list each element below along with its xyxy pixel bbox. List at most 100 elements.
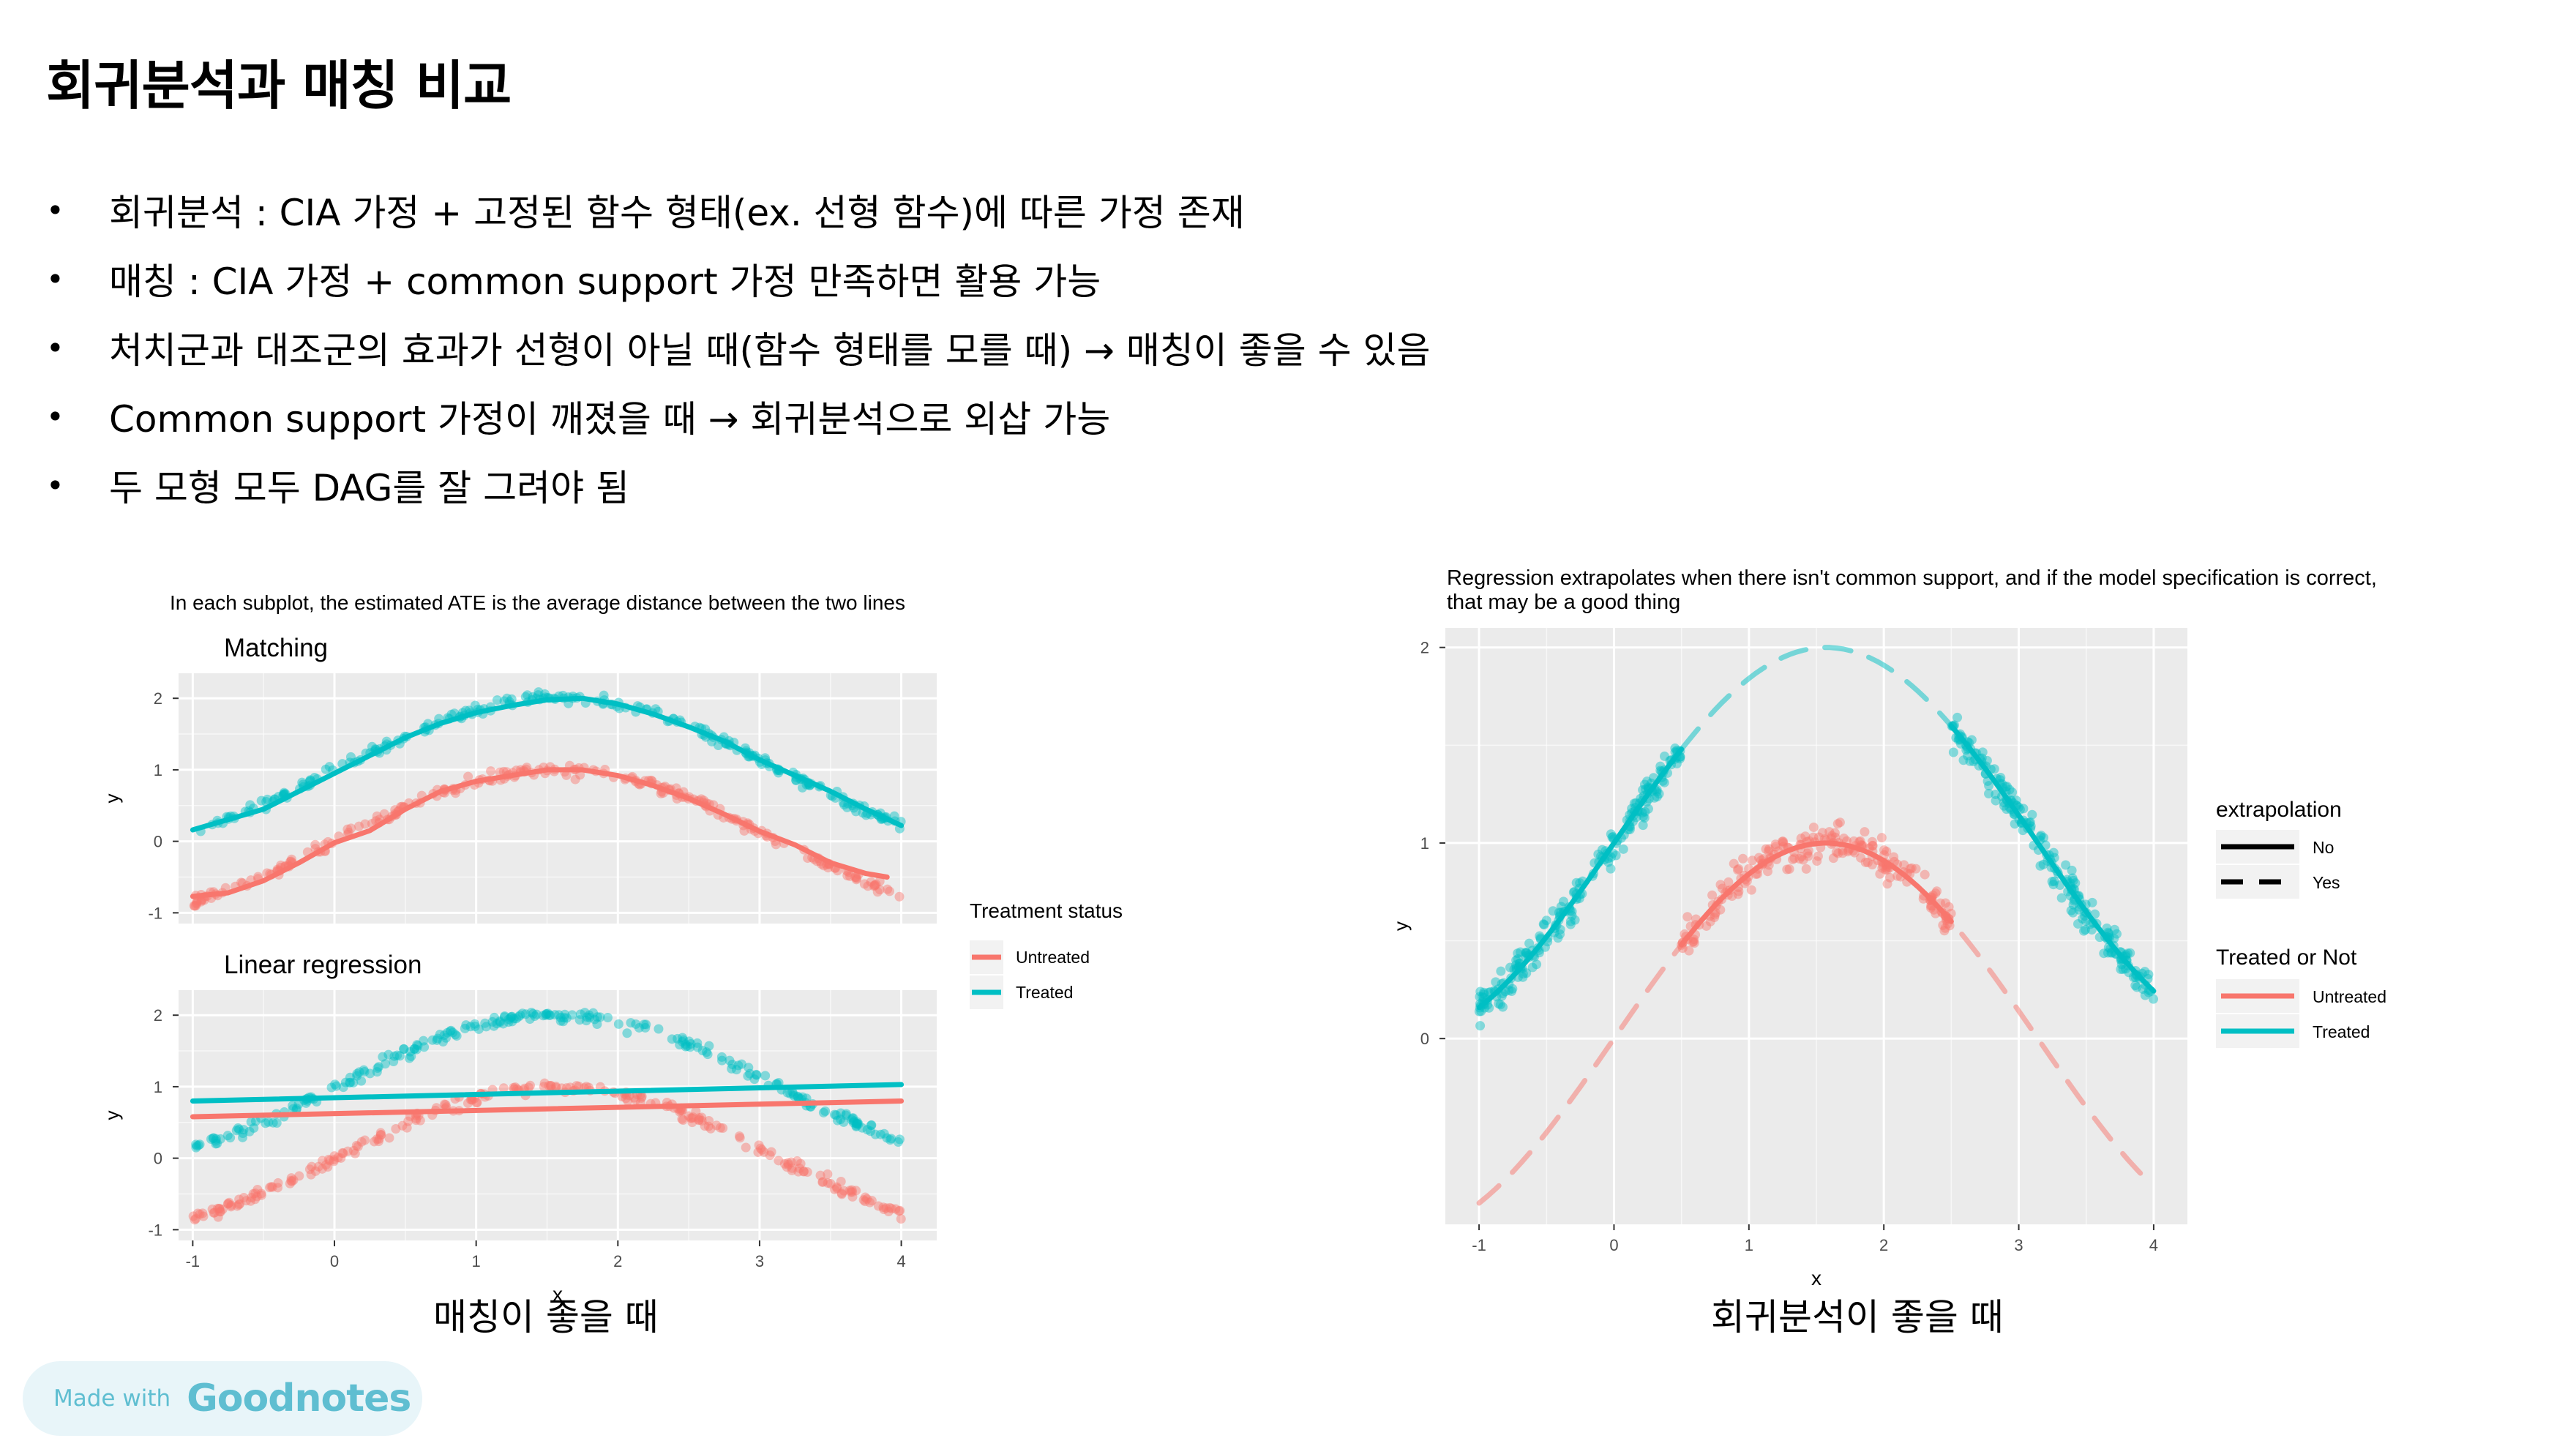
data-point xyxy=(463,771,473,782)
data-point xyxy=(191,1213,201,1224)
legend-title-extrapolation: extrapolation xyxy=(2216,798,2342,822)
data-point xyxy=(842,802,853,812)
data-point xyxy=(252,1191,262,1202)
data-point xyxy=(1511,955,1521,965)
data-point xyxy=(495,1016,505,1026)
data-point xyxy=(450,1030,460,1040)
y-tick-label: 1 xyxy=(154,761,162,779)
data-point xyxy=(894,1206,904,1216)
bullet-glyph: • xyxy=(46,192,64,228)
data-point xyxy=(1906,863,1917,873)
x-axis-label: x xyxy=(553,1283,563,1306)
x-tick-label: 2 xyxy=(1879,1236,1888,1254)
data-point xyxy=(847,1191,858,1202)
data-point xyxy=(595,1012,605,1022)
data-point xyxy=(1516,947,1526,957)
data-point xyxy=(1688,937,1698,947)
data-point xyxy=(550,1082,561,1092)
data-point xyxy=(2002,804,2012,815)
data-point xyxy=(744,1063,754,1073)
data-point xyxy=(211,1139,221,1149)
data-point xyxy=(574,1015,585,1025)
data-point xyxy=(397,1120,408,1131)
data-point xyxy=(321,764,331,774)
data-point xyxy=(1770,842,1781,852)
data-point xyxy=(1508,984,1518,994)
fit-line-treated-right xyxy=(1948,723,2157,994)
data-point xyxy=(1880,864,1890,875)
data-point xyxy=(471,1098,482,1108)
data-point xyxy=(839,1186,849,1196)
data-point xyxy=(1688,936,1699,946)
data-point xyxy=(1524,938,1535,948)
data-point xyxy=(235,1199,245,1209)
data-point xyxy=(1682,912,1693,922)
bullet-item: • 회귀분석 : CIA 가정 + 고정된 함수 형태(ex. 선형 함수)에 따… xyxy=(46,176,1656,244)
data-point xyxy=(574,1081,584,1091)
series-points-treated xyxy=(191,1008,905,1153)
data-point xyxy=(2068,875,2078,886)
data-point xyxy=(1705,916,1715,926)
data-point xyxy=(559,1013,569,1023)
data-point xyxy=(198,1211,209,1221)
data-point xyxy=(684,1036,694,1046)
data-point xyxy=(268,1117,278,1128)
data-point xyxy=(847,1115,857,1125)
fit-line-untreated xyxy=(190,767,890,899)
data-point xyxy=(245,800,255,810)
data-point xyxy=(1835,817,1845,828)
data-point xyxy=(1479,989,1489,1000)
data-point xyxy=(603,1012,613,1022)
data-point xyxy=(195,1209,205,1219)
x-tick-label: -1 xyxy=(1472,1236,1486,1254)
data-point xyxy=(1830,832,1841,842)
y-tick-label: 2 xyxy=(1420,639,1429,657)
data-point xyxy=(866,877,876,887)
data-point xyxy=(753,1147,763,1157)
data-point xyxy=(288,1101,298,1111)
data-point xyxy=(1660,751,1670,761)
bullet-item: • Common support 가정이 깨졌을 때 → 회귀분석으로 외삽 가능 xyxy=(46,382,1656,451)
data-point xyxy=(554,1010,564,1020)
data-point xyxy=(634,1022,644,1033)
data-point xyxy=(365,1068,375,1079)
data-point xyxy=(333,1153,343,1163)
data-point xyxy=(214,1203,225,1213)
data-point xyxy=(188,1211,198,1221)
data-point xyxy=(1484,1003,1494,1013)
data-point xyxy=(489,1012,499,1022)
data-point xyxy=(337,1147,348,1158)
fit-line-treated-left xyxy=(1476,746,1685,1011)
data-point xyxy=(225,1133,236,1143)
data-point xyxy=(2140,990,2150,1000)
data-point xyxy=(592,1019,602,1030)
data-point xyxy=(2078,926,2089,936)
data-point xyxy=(1555,929,1565,939)
data-point xyxy=(697,1116,707,1126)
data-point xyxy=(1654,789,1664,799)
data-point xyxy=(239,1125,249,1135)
data-point xyxy=(262,794,272,804)
data-point xyxy=(1832,819,1843,829)
data-point xyxy=(191,1139,201,1150)
data-point xyxy=(321,1160,332,1170)
data-point xyxy=(500,1011,510,1022)
data-point xyxy=(310,839,321,850)
data-point xyxy=(480,1018,490,1028)
data-point xyxy=(2067,873,2078,883)
data-point xyxy=(323,1162,333,1172)
data-point xyxy=(1948,747,1958,757)
data-point xyxy=(460,1023,470,1033)
data-point xyxy=(896,1214,906,1224)
data-point xyxy=(346,823,356,834)
data-point xyxy=(1734,864,1744,874)
data-point xyxy=(506,694,517,704)
data-point xyxy=(1475,992,1485,1002)
data-point xyxy=(823,1169,833,1179)
data-point xyxy=(1606,829,1616,839)
data-point xyxy=(1494,998,1504,1008)
data-point xyxy=(637,1091,647,1101)
data-point xyxy=(538,1011,548,1021)
data-point xyxy=(1491,977,1501,987)
data-point xyxy=(879,1205,889,1215)
